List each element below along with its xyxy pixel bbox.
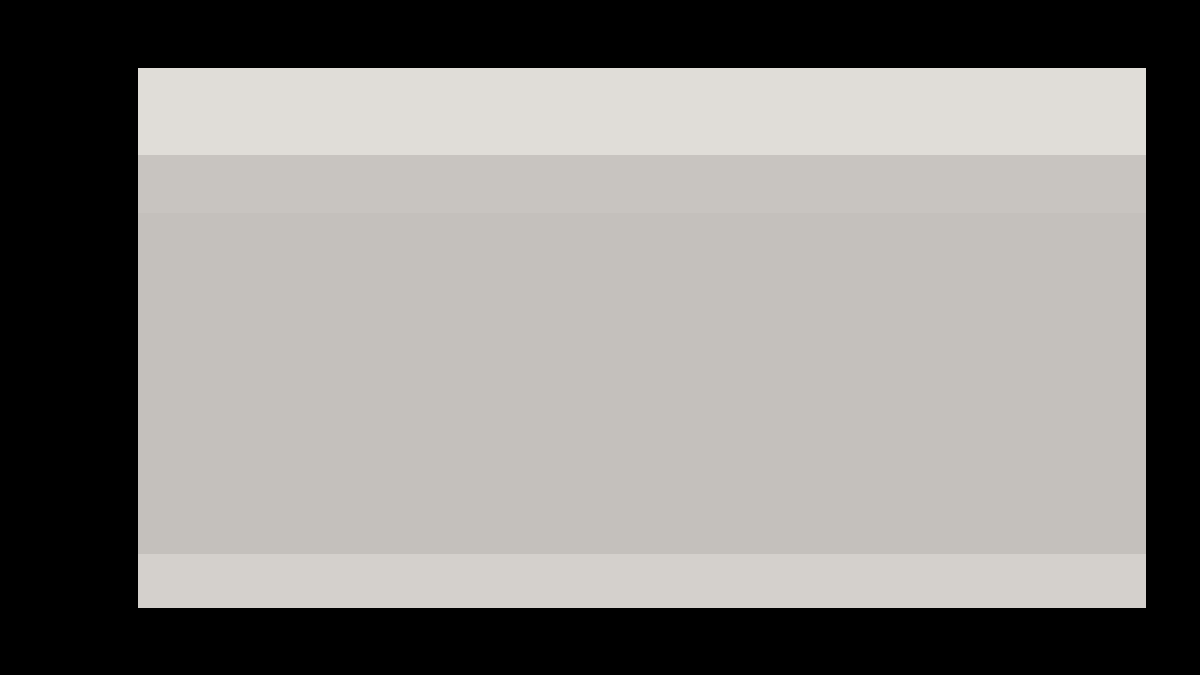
Text: 3.86: 3.86 xyxy=(254,414,290,432)
Text: 0.14: 0.14 xyxy=(408,351,452,369)
Text: 4.90: 4.90 xyxy=(254,490,290,508)
Text: Quèstion 11: Quèstion 11 xyxy=(188,175,311,193)
Text: 0.11: 0.11 xyxy=(499,351,544,369)
Text: 0.16: 0.16 xyxy=(589,351,634,369)
Bar xyxy=(658,283,748,334)
Bar xyxy=(294,283,385,334)
Bar xyxy=(385,334,475,385)
Bar xyxy=(209,283,294,334)
Text: 4.40: 4.40 xyxy=(254,528,290,545)
Text: 3.94: 3.94 xyxy=(254,452,290,470)
Text: 0.17: 0.17 xyxy=(318,351,361,369)
Text: f(x): f(x) xyxy=(234,350,269,369)
Bar xyxy=(839,334,929,385)
Bar xyxy=(475,334,566,385)
Text: -1: -1 xyxy=(511,300,532,317)
Bar xyxy=(566,334,658,385)
Text: 3: 3 xyxy=(877,300,890,317)
Text: Moving to the next question prevents changes to this answer.: Moving to the next question prevents cha… xyxy=(239,88,625,102)
Text: 0.11: 0.11 xyxy=(680,351,725,369)
Circle shape xyxy=(215,532,233,541)
Bar xyxy=(475,283,566,334)
Text: →: → xyxy=(188,575,200,589)
Circle shape xyxy=(202,524,246,549)
Bar xyxy=(658,334,748,385)
Bar xyxy=(748,283,839,334)
Text: 2: 2 xyxy=(787,300,799,317)
Text: -3: -3 xyxy=(330,300,349,317)
Text: 1: 1 xyxy=(696,300,709,317)
Text: ↳: ↳ xyxy=(188,88,200,102)
Text: 0.17: 0.17 xyxy=(862,351,906,369)
Bar xyxy=(385,283,475,334)
Text: x: x xyxy=(246,300,257,317)
Bar xyxy=(294,334,385,385)
Bar xyxy=(748,334,839,385)
Text: ▲: ▲ xyxy=(214,90,222,100)
Bar xyxy=(566,283,658,334)
Text: 0.14: 0.14 xyxy=(772,351,815,369)
Text: 0: 0 xyxy=(606,300,618,317)
Bar xyxy=(209,334,294,385)
Text: Calculate the variance of the following probability distribution:: Calculate the variance of the following … xyxy=(209,236,802,254)
Bar xyxy=(839,283,929,334)
Text: ▲: ▲ xyxy=(204,577,212,587)
Text: Moving to the next question prevents changes to this answer.: Moving to the next question prevents cha… xyxy=(223,575,610,589)
Text: -2: -2 xyxy=(420,300,440,317)
